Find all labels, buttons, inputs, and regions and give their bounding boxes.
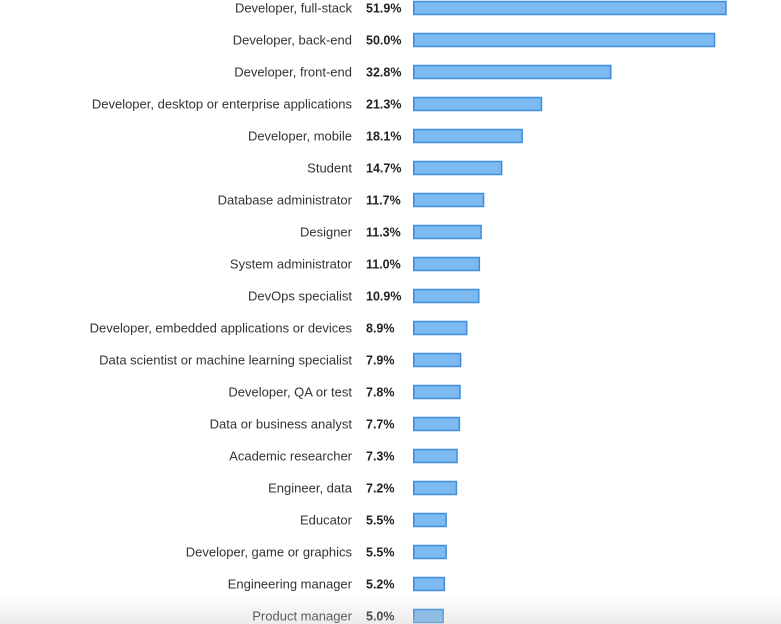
bar-row-engineer-data: Engineer, data 7.2% (268, 480, 458, 496)
value-label: 7.7% (366, 418, 395, 432)
bars-group: Developer, full-stack 51.9% Developer, bac… (90, 0, 727, 624)
value-label: 11.3% (366, 226, 401, 240)
category-label: Engineering manager (228, 577, 353, 592)
value-label: 21.3% (366, 98, 401, 112)
value-label: 50.0% (366, 34, 401, 48)
value-label: 5.5% (366, 514, 395, 528)
value-label: 32.8% (366, 66, 401, 80)
bar (413, 160, 503, 176)
value-label: 7.8% (366, 386, 395, 400)
value-label: 5.0% (366, 610, 395, 624)
category-label: Developer, game or graphics (186, 545, 353, 560)
bar-row-developer-front-end: Developer, front-end 32.8% (234, 64, 612, 80)
value-label: 11.7% (366, 194, 401, 208)
bar (413, 96, 543, 112)
bar (413, 384, 461, 400)
bar-row-developer-embedded-applications-or-devices: Developer, embedded applications or devi… (90, 320, 468, 336)
bar-row-system-administrator: System administrator 11.0% (230, 256, 481, 272)
bar (413, 192, 485, 208)
value-label: 51.9% (366, 2, 401, 16)
bar (413, 416, 461, 432)
bar (413, 544, 447, 560)
value-label: 5.5% (366, 546, 395, 560)
category-label: Data or business analyst (210, 417, 353, 432)
category-label: Data scientist or machine learning speci… (99, 353, 352, 368)
category-label: Developer, mobile (248, 129, 352, 144)
bar-row-engineering-manager: Engineering manager 5.2% (228, 576, 446, 592)
value-label: 7.9% (366, 354, 395, 368)
bar (413, 288, 480, 304)
category-label: Developer, full-stack (235, 1, 353, 16)
category-label: Developer, front-end (234, 65, 352, 80)
category-label: Developer, desktop or enterprise applica… (92, 97, 353, 112)
category-label: Developer, QA or test (228, 385, 352, 400)
value-label: 7.3% (366, 450, 395, 464)
category-label: Developer, back-end (233, 33, 352, 48)
bar (413, 128, 523, 144)
bar-row-database-administrator: Database administrator 11.7% (218, 192, 485, 208)
bar-row-devops-specialist: DevOps specialist 10.9% (248, 288, 480, 304)
bar (413, 0, 727, 16)
bar (413, 448, 458, 464)
bar (413, 576, 446, 592)
value-label: 5.2% (366, 578, 395, 592)
category-label: Designer (300, 225, 353, 240)
bar-row-data-scientist-or-machine-learning-specialist: Data scientist or machine learning speci… (99, 352, 462, 368)
bar-row-developer-mobile: Developer, mobile 18.1% (248, 128, 523, 144)
bar-row-product-manager: Product manager 5.0% (252, 608, 444, 624)
bar (413, 224, 482, 240)
bar-row-developer-full-stack: Developer, full-stack 51.9% (235, 0, 727, 16)
value-label: 18.1% (366, 130, 401, 144)
category-label: DevOps specialist (248, 289, 352, 304)
bar-row-data-or-business-analyst: Data or business analyst 7.7% (210, 416, 461, 432)
value-label: 10.9% (366, 290, 401, 304)
bar-row-academic-researcher: Academic researcher 7.3% (229, 448, 458, 464)
value-label: 11.0% (366, 258, 401, 272)
category-label: Engineer, data (268, 481, 353, 496)
category-label: Product manager (252, 609, 352, 624)
category-label: Student (307, 161, 352, 176)
value-label: 14.7% (366, 162, 401, 176)
bar (413, 512, 447, 528)
category-label: Educator (300, 513, 353, 528)
bar (413, 256, 481, 272)
bar-row-developer-qa-or-test: Developer, QA or test 7.8% (228, 384, 461, 400)
bar (413, 480, 458, 496)
bar (413, 64, 612, 80)
bar-row-developer-desktop-or-enterprise-applications: Developer, desktop or enterprise applica… (92, 96, 543, 112)
bar (413, 32, 716, 48)
bar (413, 320, 468, 336)
bar (413, 608, 444, 624)
value-label: 7.2% (366, 482, 395, 496)
bar-row-student: Student 14.7% (307, 160, 503, 176)
bar-row-educator: Educator 5.5% (300, 512, 447, 528)
bar-row-developer-game-or-graphics: Developer, game or graphics 5.5% (186, 544, 447, 560)
category-label: Database administrator (218, 193, 353, 208)
category-label: Developer, embedded applications or devi… (90, 321, 353, 336)
bar-row-developer-back-end: Developer, back-end 50.0% (233, 32, 716, 48)
category-label: System administrator (230, 257, 353, 272)
value-label: 8.9% (366, 322, 395, 336)
bar (413, 352, 462, 368)
bar-row-designer: Designer 11.3% (300, 224, 482, 240)
category-label: Academic researcher (229, 449, 352, 464)
